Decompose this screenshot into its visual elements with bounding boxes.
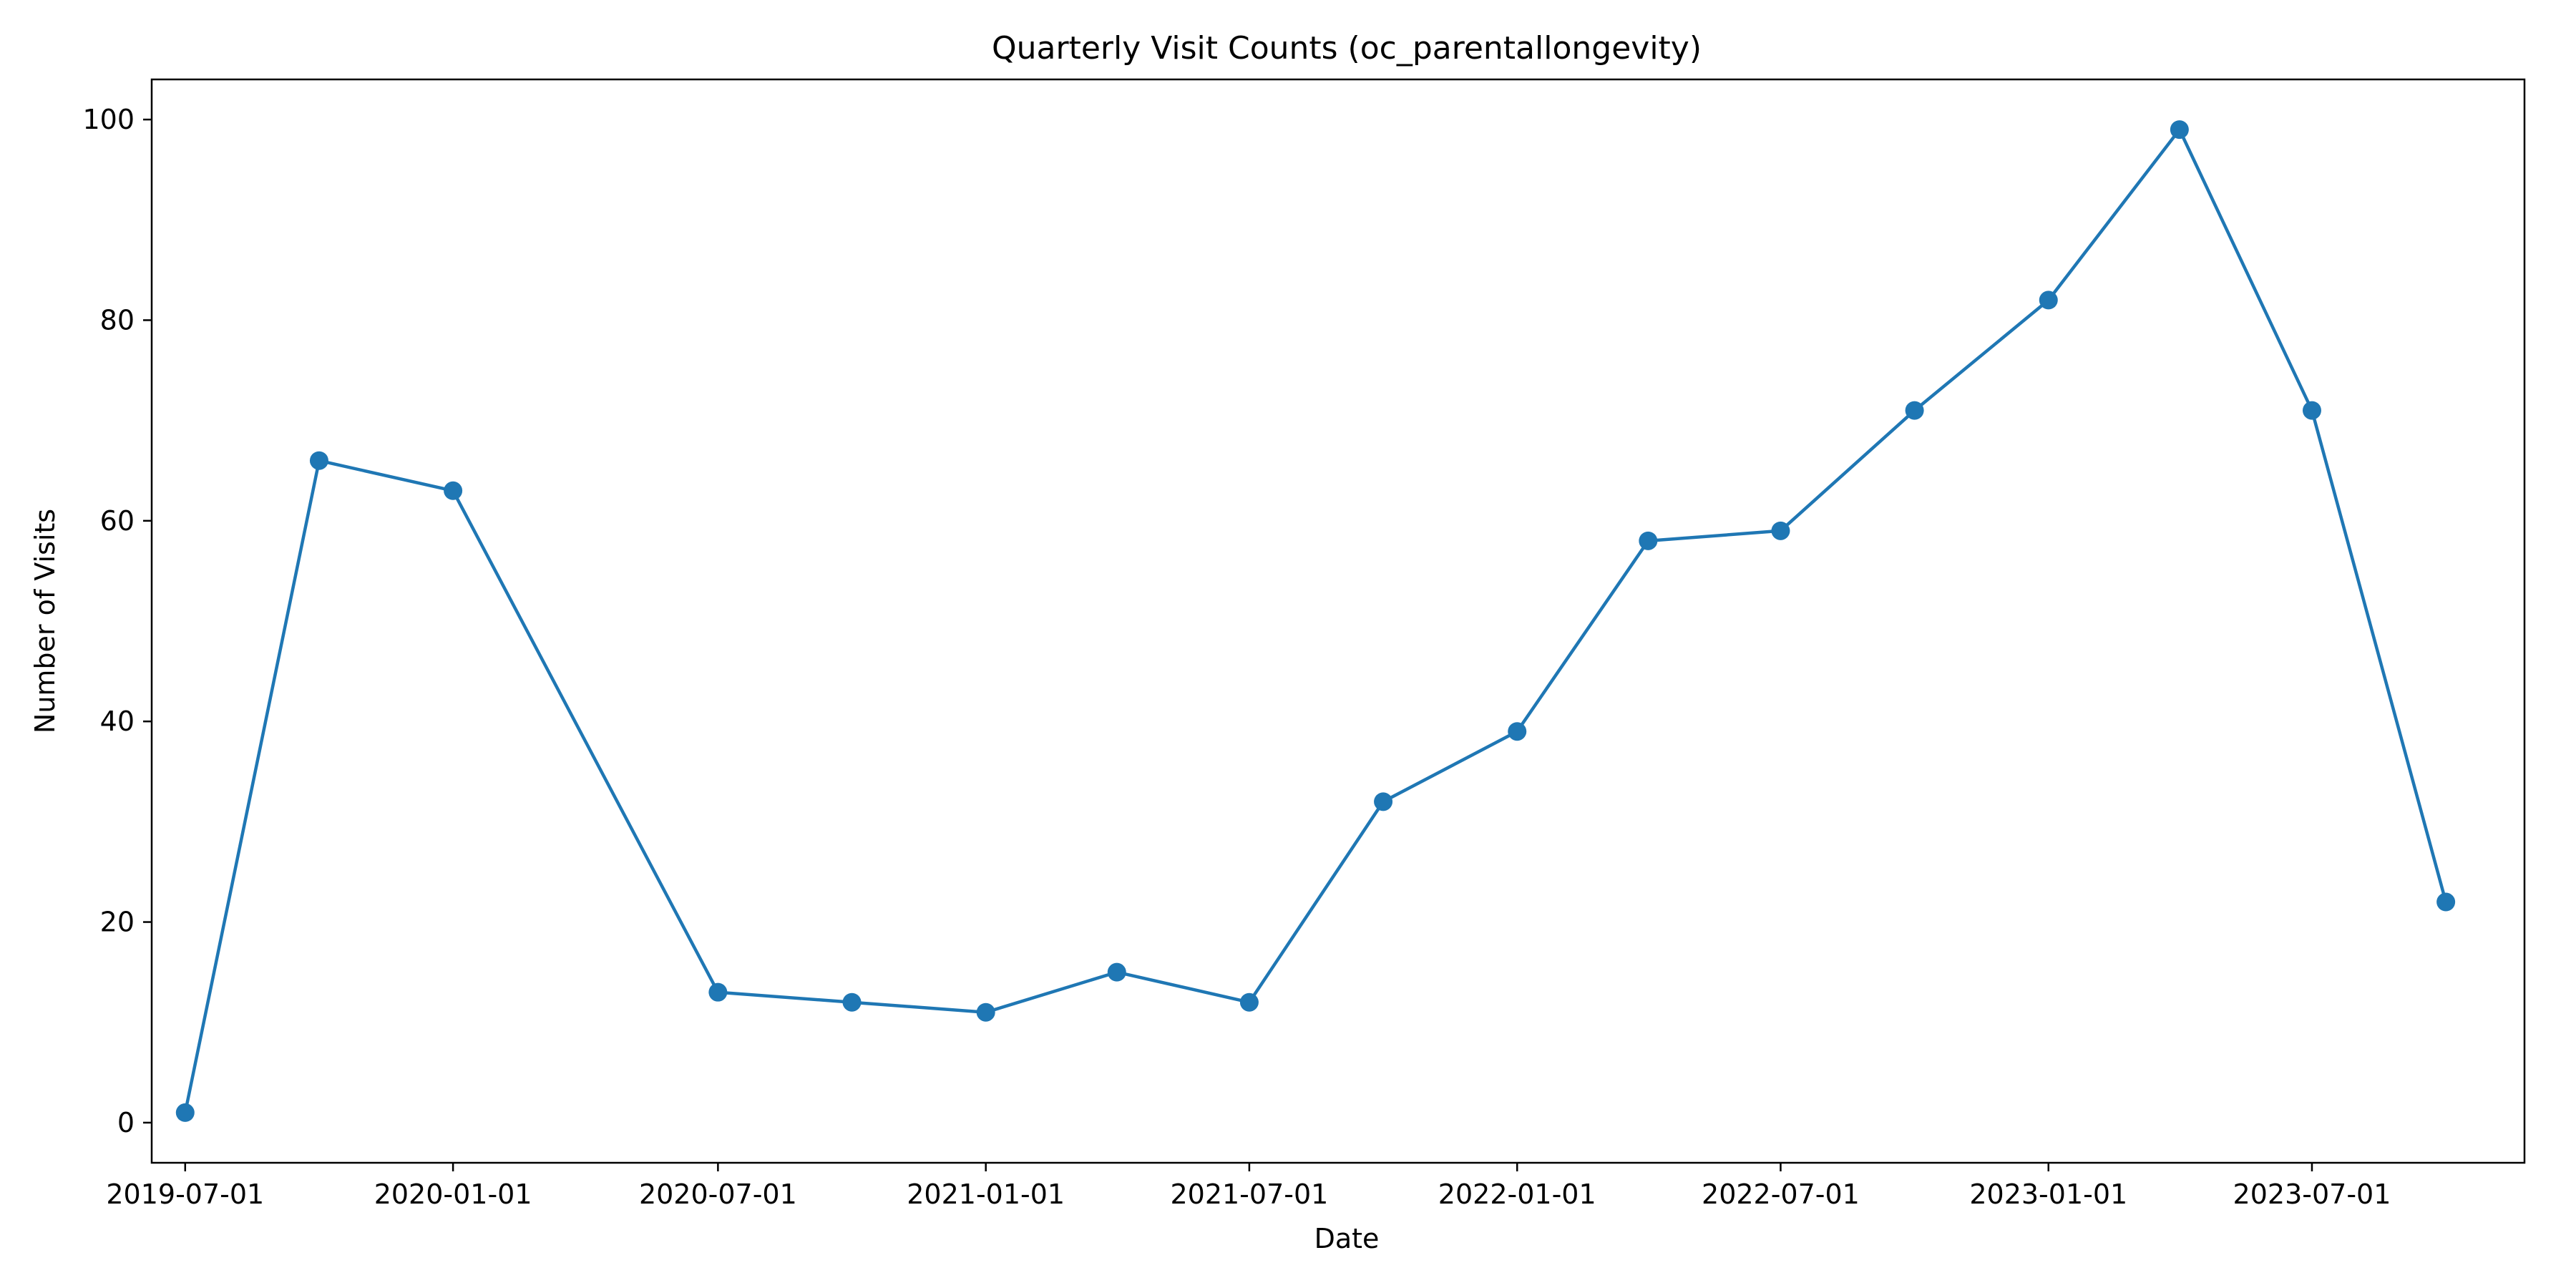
- data-point: [175, 1103, 195, 1122]
- data-point: [976, 1002, 995, 1022]
- y-tick-label: 60: [100, 505, 135, 537]
- data-point: [708, 982, 728, 1002]
- x-tick-label: 2023-07-01: [2233, 1179, 2391, 1210]
- data-point: [1374, 792, 1393, 811]
- y-tick-label: 0: [117, 1107, 135, 1138]
- data-point: [309, 451, 328, 470]
- series-layer: [175, 120, 2456, 1122]
- series-line: [183, 127, 2448, 1115]
- data-point: [2039, 291, 2058, 310]
- y-axis-label: Number of Visits: [29, 509, 61, 733]
- x-tick-label: 2019-07-01: [106, 1179, 264, 1210]
- data-point: [1239, 992, 1259, 1012]
- x-tick-label: 2023-01-01: [1969, 1179, 2127, 1210]
- x-axis-ticks: 2019-07-01 2020-01-01 2020-07-01 2021-01-01…: [106, 1163, 2391, 1210]
- plot-frame: [150, 78, 2526, 1164]
- x-tick-label: 2022-01-01: [1438, 1179, 1596, 1210]
- data-point: [2302, 401, 2321, 420]
- x-tick-label: 2022-07-01: [1702, 1179, 1860, 1210]
- x-tick-label: 2021-01-01: [907, 1179, 1065, 1210]
- chart-title: Quarterly Visit Counts (oc_parentallonge…: [992, 30, 1702, 67]
- data-point: [1639, 531, 1658, 550]
- data-point: [1107, 962, 1126, 982]
- y-tick-label: 100: [82, 104, 135, 135]
- x-tick-label: 2020-07-01: [639, 1179, 797, 1210]
- data-point: [1771, 521, 1790, 540]
- x-tick-label: 2020-01-01: [374, 1179, 532, 1210]
- x-axis-label: Date: [1314, 1223, 1380, 1254]
- data-point: [444, 481, 463, 500]
- y-tick-label: 80: [100, 304, 135, 336]
- data-point: [1905, 401, 1924, 420]
- data-point: [2436, 892, 2456, 912]
- x-tick-label: 2021-07-01: [1170, 1179, 1328, 1210]
- y-tick-label: 40: [100, 706, 135, 737]
- data-point: [842, 992, 862, 1012]
- y-tick-label: 20: [100, 907, 135, 938]
- y-axis-ticks: 0 20 40 60 80 100: [82, 104, 152, 1138]
- data-point: [1508, 722, 1527, 741]
- data-point: [2170, 120, 2189, 140]
